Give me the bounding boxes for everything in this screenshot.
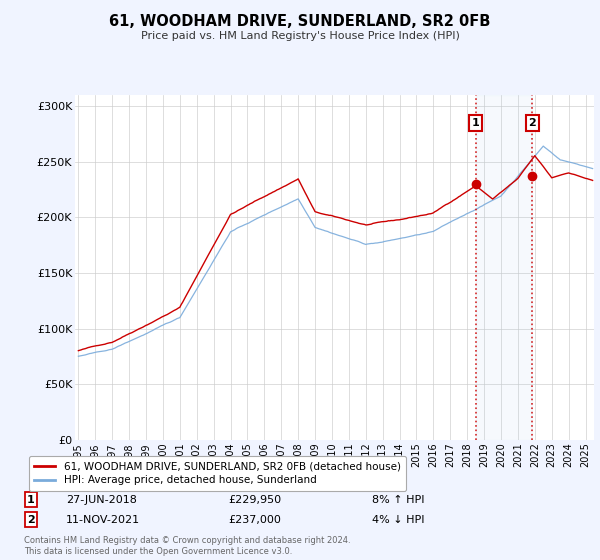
- Text: 11-NOV-2021: 11-NOV-2021: [66, 515, 140, 525]
- Text: 4% ↓ HPI: 4% ↓ HPI: [372, 515, 425, 525]
- Text: 1: 1: [472, 118, 479, 128]
- Text: 27-JUN-2018: 27-JUN-2018: [66, 494, 137, 505]
- Text: 8% ↑ HPI: 8% ↑ HPI: [372, 494, 425, 505]
- Text: 2: 2: [27, 515, 35, 525]
- Text: Contains HM Land Registry data © Crown copyright and database right 2024.
This d: Contains HM Land Registry data © Crown c…: [24, 536, 350, 556]
- Text: 2: 2: [529, 118, 536, 128]
- Text: 61, WOODHAM DRIVE, SUNDERLAND, SR2 0FB: 61, WOODHAM DRIVE, SUNDERLAND, SR2 0FB: [109, 14, 491, 29]
- Text: Price paid vs. HM Land Registry's House Price Index (HPI): Price paid vs. HM Land Registry's House …: [140, 31, 460, 41]
- Legend: 61, WOODHAM DRIVE, SUNDERLAND, SR2 0FB (detached house), HPI: Average price, det: 61, WOODHAM DRIVE, SUNDERLAND, SR2 0FB (…: [29, 456, 406, 491]
- Text: £229,950: £229,950: [228, 494, 281, 505]
- Text: £237,000: £237,000: [228, 515, 281, 525]
- Bar: [476, 95, 532, 440]
- Text: 1: 1: [27, 494, 35, 505]
